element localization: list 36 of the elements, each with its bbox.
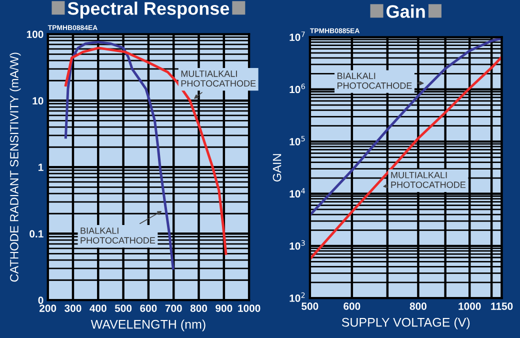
x-tick-label: 1000 [238, 304, 260, 312]
x-tick-label: 900 [216, 304, 232, 312]
annotation: MULTIALKALI PHOTOCATHODE [391, 172, 466, 188]
y-tick-label: 10$^{3}$ [290, 240, 305, 250]
y-tick-label: 10$^{5}$ [290, 136, 305, 146]
line-series [64, 40, 174, 270]
y-tick-label: 10$^{7}$ [290, 32, 305, 41]
x-axis-title: SUPPLY VOLTAGE (V) [342, 318, 470, 330]
y-tick-label: 10$^{6}$ [290, 84, 305, 94]
y-axis-title: GAIN [272, 154, 282, 182]
x-tick-label: 500 [302, 302, 318, 310]
y-tick-label: 100 [26, 30, 44, 38]
x-tick-label: 500 [114, 304, 132, 312]
x-tick-label: 400 [90, 304, 106, 312]
annotation: BIALKALI PHOTOCATHODE [80, 228, 156, 244]
x-tick-label: 800 [190, 304, 208, 312]
chart-title: Gain [386, 4, 425, 18]
annotation: BIALKALI PHOTOCATHODE [338, 72, 412, 89]
y-tick-label: 10$^{4}$ [290, 188, 306, 198]
y-tick-label: 10$^{2}$ [290, 292, 305, 302]
annotation: MULTIALKALI PHOTOCATHODE [181, 70, 256, 87]
x-tick-label: 1150 [491, 302, 513, 310]
x-tick-label: 700 [165, 304, 182, 312]
x-tick-label: 600 [140, 304, 157, 312]
y-tick-label: 0 [38, 296, 44, 304]
y-tick-label: 0.1 [30, 230, 44, 238]
x-tick-label: 300 [64, 304, 82, 312]
x-axis-title: WAVELENGTH (nm) [90, 320, 206, 332]
chart-title: Spectral Response [68, 2, 230, 18]
x-tick-label: 1000 [458, 302, 481, 310]
y-tick-label: 10 [32, 97, 44, 105]
y-axis-title: CATHODE RADIANT SENSITIVITY (mA/W) [10, 52, 21, 282]
x-tick-label: 600 [344, 302, 360, 310]
x-tick-label: 200 [40, 304, 56, 312]
x-tick-label: 800 [410, 302, 426, 310]
y-tick-label: 1 [38, 164, 44, 171]
